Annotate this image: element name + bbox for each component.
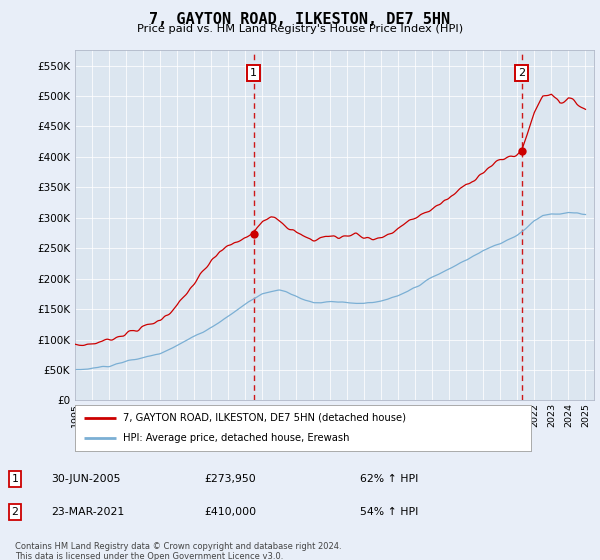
Text: HPI: Average price, detached house, Erewash: HPI: Average price, detached house, Erew… [123,433,349,443]
Text: 23-MAR-2021: 23-MAR-2021 [51,507,124,517]
Text: 30-JUN-2005: 30-JUN-2005 [51,474,121,484]
Text: 2: 2 [11,507,19,517]
Text: £410,000: £410,000 [204,507,256,517]
Text: 2: 2 [518,68,525,78]
Text: 1: 1 [250,68,257,78]
Text: 62% ↑ HPI: 62% ↑ HPI [360,474,418,484]
Text: Contains HM Land Registry data © Crown copyright and database right 2024.
This d: Contains HM Land Registry data © Crown c… [15,542,341,560]
Text: £273,950: £273,950 [204,474,256,484]
Text: 7, GAYTON ROAD, ILKESTON, DE7 5HN (detached house): 7, GAYTON ROAD, ILKESTON, DE7 5HN (detac… [123,413,406,423]
Text: 54% ↑ HPI: 54% ↑ HPI [360,507,418,517]
Text: Price paid vs. HM Land Registry's House Price Index (HPI): Price paid vs. HM Land Registry's House … [137,24,463,34]
Text: 1: 1 [11,474,19,484]
Text: 7, GAYTON ROAD, ILKESTON, DE7 5HN: 7, GAYTON ROAD, ILKESTON, DE7 5HN [149,12,451,27]
